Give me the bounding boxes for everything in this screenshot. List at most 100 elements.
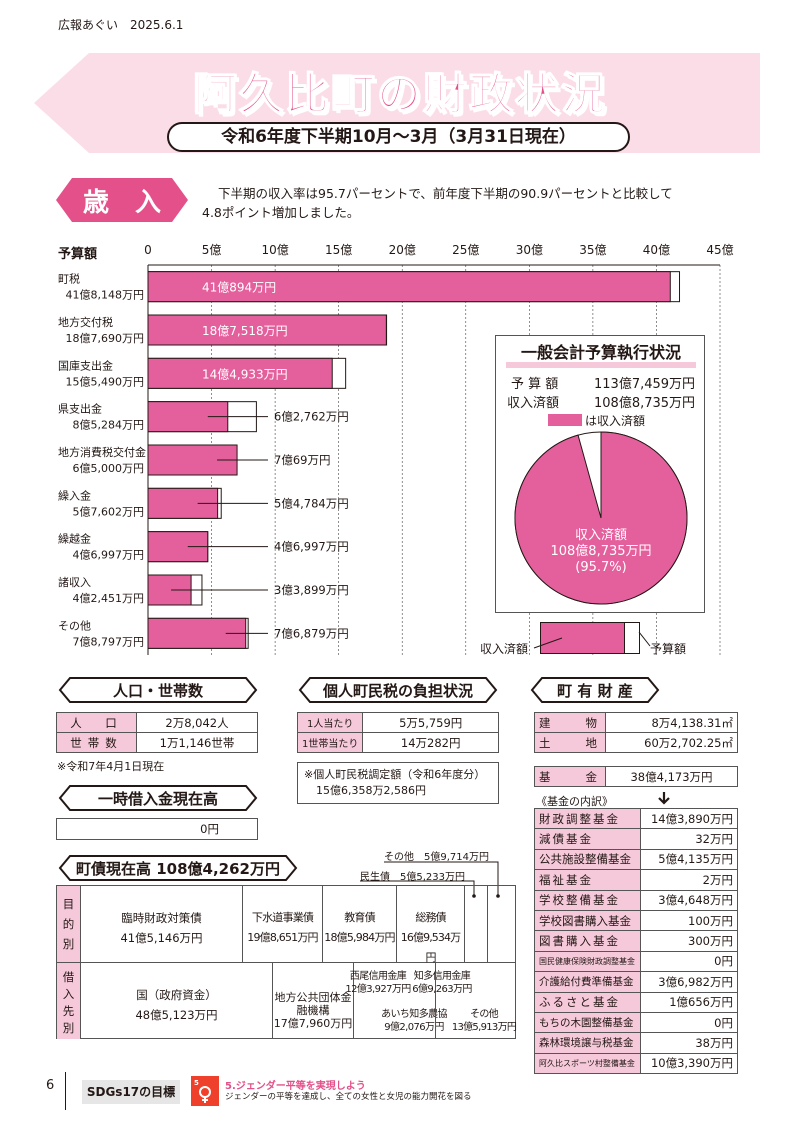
budget-value: 113億7,459万円 <box>594 377 696 392</box>
key-budget: 予算額 <box>650 642 687 656</box>
received-label: 7億6,879万円 <box>274 626 349 640</box>
received-label: 18億7,518万円 <box>202 324 288 338</box>
key-lines <box>533 631 651 649</box>
table-row: 土 地 60万2,702.25㎡ <box>534 732 738 753</box>
property-title: 町 有 財 産 <box>557 682 633 700</box>
building-value: 8万4,138.31㎡ <box>605 712 738 733</box>
fund-amount: 32万円 <box>640 828 738 850</box>
received-label: 収入済額 <box>507 396 560 411</box>
lender-value: 9億2,076万円 <box>384 1022 444 1033</box>
purpose-label-cell: 目的別 <box>57 886 81 962</box>
purpose-value: 19億8,651万円 <box>247 931 318 944</box>
budget-label: 予 算 額 <box>511 377 559 392</box>
table-row: 公共施設整備基金 5億4,135万円 <box>534 848 738 871</box>
footer-divider <box>65 1072 66 1110</box>
temp-loan-title: 一時借入金現在高 <box>97 790 218 808</box>
land-label: 土 地 <box>534 732 606 753</box>
category-budget: 8億5,284万円 <box>73 419 145 432</box>
per-household-value: 14万282円 <box>362 732 499 753</box>
households-label: 世帯数 <box>56 732 137 753</box>
revenue-badge <box>56 178 188 222</box>
svg-text:5: 5 <box>194 1079 199 1087</box>
pie-chart <box>514 431 688 605</box>
temp-loan-heading <box>58 784 258 812</box>
fund-amount: 300万円 <box>640 930 738 952</box>
category-budget: 6億5,000万円 <box>73 462 145 475</box>
lender-cell: 知多信用金庫 6億9,263万円 <box>407 970 477 996</box>
population-heading <box>58 676 258 704</box>
table-row: 1人当たり 5万5,759円 <box>296 712 499 733</box>
tax-title: 個人町民税の負担状況 <box>322 682 473 700</box>
property-table: 建 物 8万4,138.31㎡ 土 地 60万2,702.25㎡ <box>534 712 738 753</box>
received-label: 14億4,933万円 <box>202 367 288 381</box>
debt-other-top: その他 5億9,714万円 <box>384 852 489 863</box>
category-budget: 41億8,148万円 <box>66 289 145 302</box>
received-bar <box>147 314 387 346</box>
purpose-value: 16億9,534万円 <box>400 931 461 964</box>
page-title: 阿久比町の財政状況 <box>192 68 607 121</box>
lender-cell: 国（政府資金） 48億5,123万円 <box>81 963 273 1039</box>
lender-cell: その他 13億5,913万円 <box>451 1008 517 1034</box>
lender-label-cell: 借入先別 <box>57 962 81 1039</box>
fund-breakdown-label: 《基金の内訳》 <box>536 795 613 808</box>
table-row: 森林環境譲与税基金 38万円 <box>534 1032 738 1054</box>
category-budget: 15億5,490万円 <box>66 375 145 388</box>
received-label: 6億2,762万円 <box>274 410 349 424</box>
key-bar <box>540 622 640 654</box>
revenue-desc-1: 下半期の収入率は95.7パーセントで、前年度下半期の90.9パーセントと比較して <box>218 186 673 201</box>
category-budget: 18億7,690万円 <box>66 332 145 345</box>
table-row: 学校整備基金 3億4,648万円 <box>534 889 738 911</box>
purpose-name: 臨時財政対策債 <box>121 911 202 925</box>
category-name: 県支出金 <box>58 402 102 416</box>
category-name: 地方消費税交付金 <box>58 445 146 459</box>
tick-label: 15億 <box>325 243 352 257</box>
per-person-value: 5万5,759円 <box>362 712 499 733</box>
lender-name: 地方公共団体金融機構 <box>274 991 352 1017</box>
property-heading <box>530 676 660 704</box>
fund-label: 基 金 <box>534 766 606 787</box>
purpose-name: 下水道事業債 <box>251 911 314 924</box>
goal-title: 5.ジェンダー平等を実現しよう <box>225 1081 366 1092</box>
category-budget: 5億7,602万円 <box>73 505 145 518</box>
general-account-title: 一般会計予算執行状況 <box>506 344 696 368</box>
lender-name: その他 <box>470 1009 499 1020</box>
fund-total-table: 基 金 38億4,173万円 <box>534 766 738 787</box>
table-row: 建 物 8万4,138.31㎡ <box>534 712 738 733</box>
debt-heading <box>58 854 298 882</box>
tick-label: 10億 <box>261 243 288 257</box>
fund-amount: 3億4,648万円 <box>640 889 738 911</box>
lender-cell: あいち知多農協 9億2,076万円 <box>367 1008 461 1034</box>
tick-label: 30億 <box>516 243 543 257</box>
legend-swatch <box>548 414 582 426</box>
key-bar-fill <box>541 623 625 653</box>
purpose-value: 41億5,146万円 <box>120 931 203 945</box>
tax-note-box: ※個人町民税調定額（令和6年度分） 15億6,358万2,586円 <box>297 762 499 804</box>
fund-name: 森林環境譲与税基金 <box>534 1032 641 1054</box>
purpose-name: 教育債 <box>344 911 375 924</box>
tick-label: 45億 <box>706 243 733 257</box>
pie-label-3: (95.7%) <box>575 560 627 575</box>
subtitle: 令和6年度下半期10月～3月（3月31日現在） <box>167 122 630 152</box>
category-budget: 7億8,797万円 <box>73 635 145 648</box>
temp-loan-value: 0円 <box>56 818 258 840</box>
category-budget: 4億2,451万円 <box>73 592 145 605</box>
debt-table: 目的別 借入先別 臨時財政対策債 41億5,146万円 下水道事業債 19億8,65… <box>56 885 517 1039</box>
table-row: 基 金 38億4,173万円 <box>534 766 738 787</box>
received-value: 108億8,735万円 <box>594 396 696 411</box>
category-name: 地方交付税 <box>58 315 113 329</box>
received-bar <box>147 357 333 389</box>
population-note: ※令和7年4月1日現在 <box>57 760 165 773</box>
tax-heading <box>298 676 498 704</box>
debt-lines <box>360 861 500 898</box>
category-name: 町税 <box>58 272 80 286</box>
lender-cell: 西尾信用金庫 12億3,927万円 <box>333 970 423 996</box>
tax-note-2: 15億6,358万2,586円 <box>316 784 426 797</box>
category-name: その他 <box>58 619 91 632</box>
fund-name: 阿久比スポーツ村整備基金 <box>534 1052 641 1075</box>
fund-name: 介護給付費準備基金 <box>534 971 641 993</box>
debt-title: 町債現在高 108億4,262万円 <box>76 860 280 878</box>
received-bar <box>147 271 671 303</box>
table-row: 阿久比スポーツ村整備基金 10億3,390万円 <box>534 1052 738 1075</box>
population-table: 人 口 2万8,042人 世帯数 1万1,146世帯 <box>56 712 258 753</box>
